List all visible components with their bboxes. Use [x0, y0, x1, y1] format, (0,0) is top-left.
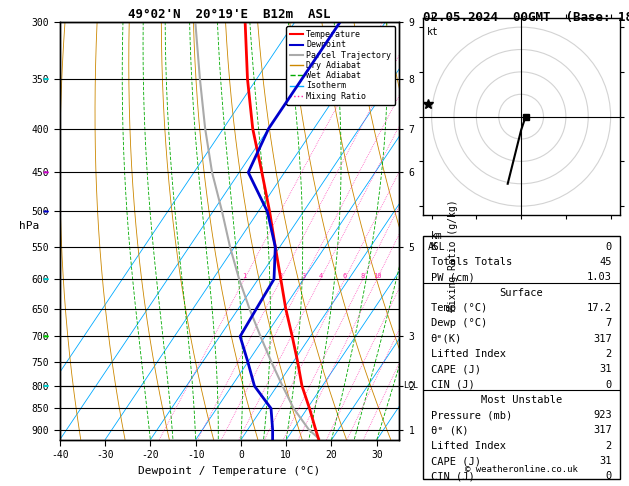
Text: 1: 1	[242, 273, 247, 279]
Text: 317: 317	[593, 333, 611, 344]
Text: 10: 10	[372, 273, 381, 279]
Text: Lifted Index: Lifted Index	[431, 349, 506, 359]
X-axis label: Dewpoint / Temperature (°C): Dewpoint / Temperature (°C)	[138, 466, 321, 476]
Y-axis label: km
ASL: km ASL	[428, 231, 445, 252]
Text: K: K	[431, 242, 437, 252]
Text: 0: 0	[606, 471, 611, 482]
Text: CIN (J): CIN (J)	[431, 471, 474, 482]
Y-axis label: hPa: hPa	[19, 221, 39, 231]
Text: 17.2: 17.2	[587, 303, 611, 313]
Text: kt: kt	[427, 27, 439, 37]
Text: Most Unstable: Most Unstable	[481, 395, 562, 405]
Text: 31: 31	[599, 456, 611, 466]
Text: Pressure (mb): Pressure (mb)	[431, 410, 512, 420]
Text: CIN (J): CIN (J)	[431, 380, 474, 390]
Text: 2: 2	[279, 273, 283, 279]
Text: 8: 8	[360, 273, 365, 279]
Text: 317: 317	[593, 425, 611, 435]
Text: LCL: LCL	[404, 382, 418, 390]
Text: Surface: Surface	[499, 288, 543, 298]
Text: © weatheronline.co.uk: © weatheronline.co.uk	[465, 465, 577, 474]
Text: CAPE (J): CAPE (J)	[431, 364, 481, 374]
Text: Totals Totals: Totals Totals	[431, 257, 512, 267]
Text: CAPE (J): CAPE (J)	[431, 456, 481, 466]
Title: 49°02'N  20°19'E  B12m  ASL: 49°02'N 20°19'E B12m ASL	[128, 8, 331, 21]
Text: 02.05.2024  00GMT  (Base: 18): 02.05.2024 00GMT (Base: 18)	[423, 11, 629, 24]
Text: θᵉ (K): θᵉ (K)	[431, 425, 468, 435]
Text: 2: 2	[606, 349, 611, 359]
Text: PW (cm): PW (cm)	[431, 272, 474, 282]
Text: 6: 6	[343, 273, 347, 279]
Text: 3: 3	[301, 273, 306, 279]
Text: 2: 2	[606, 441, 611, 451]
Text: 923: 923	[593, 410, 611, 420]
Legend: Temperature, Dewpoint, Parcel Trajectory, Dry Adiabat, Wet Adiabat, Isotherm, Mi: Temperature, Dewpoint, Parcel Trajectory…	[286, 26, 395, 105]
Text: 45: 45	[599, 257, 611, 267]
Text: 1.03: 1.03	[587, 272, 611, 282]
Text: 0: 0	[606, 242, 611, 252]
Text: Mixing Ratio (g/kg): Mixing Ratio (g/kg)	[448, 199, 458, 311]
Text: 31: 31	[599, 364, 611, 374]
Text: 0: 0	[606, 380, 611, 390]
Text: Lifted Index: Lifted Index	[431, 441, 506, 451]
Text: θᵉ(K): θᵉ(K)	[431, 333, 462, 344]
Text: Temp (°C): Temp (°C)	[431, 303, 487, 313]
Text: 4: 4	[318, 273, 323, 279]
Text: Dewp (°C): Dewp (°C)	[431, 318, 487, 329]
Text: 7: 7	[606, 318, 611, 329]
